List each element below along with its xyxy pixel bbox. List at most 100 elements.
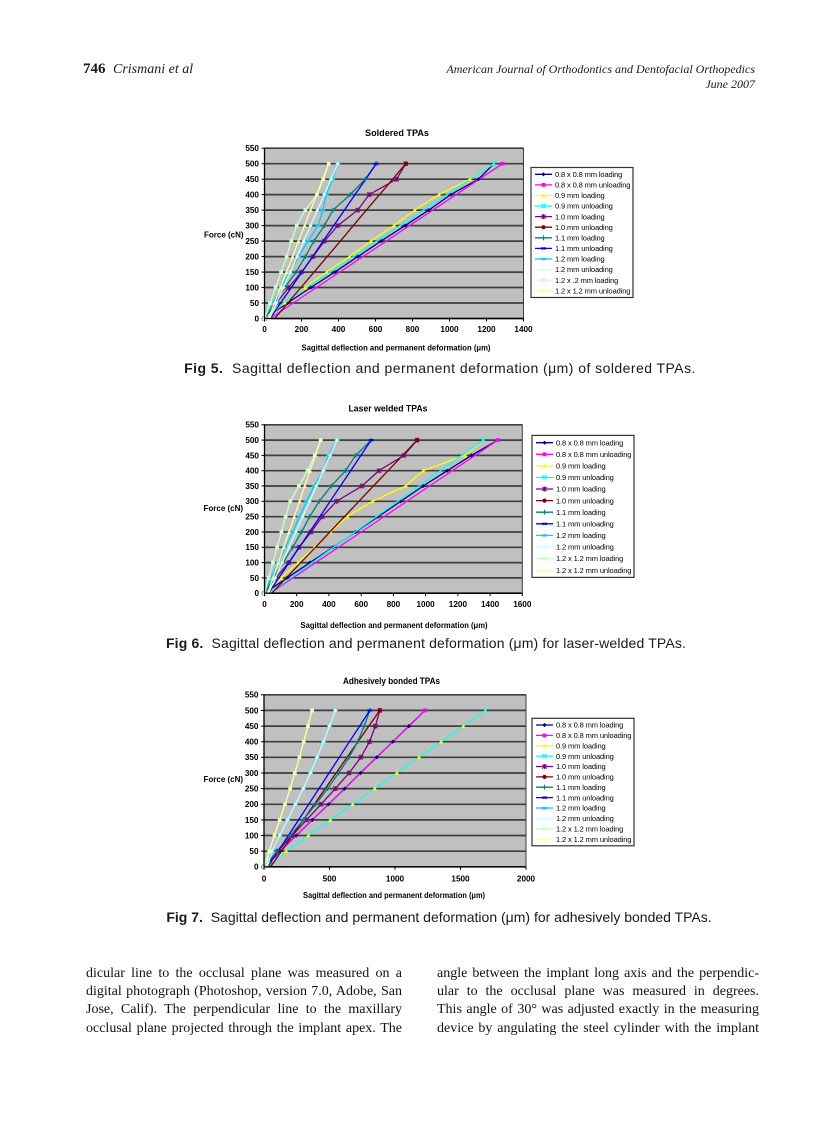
svg-text:1.1 mm loading: 1.1 mm loading	[555, 234, 605, 243]
svg-text:0: 0	[254, 589, 259, 598]
svg-text:1.0 mm unloading: 1.0 mm unloading	[555, 223, 613, 232]
svg-text:Soldered TPAs: Soldered TPAs	[365, 128, 429, 139]
svg-text:1.2 mm loading: 1.2 mm loading	[556, 804, 606, 813]
svg-text:350: 350	[245, 753, 259, 762]
svg-text:0.9 mm loading: 0.9 mm loading	[555, 191, 605, 200]
svg-text:150: 150	[245, 268, 259, 277]
svg-text:1000: 1000	[386, 875, 405, 884]
svg-text:1400: 1400	[514, 325, 533, 334]
svg-text:50: 50	[249, 847, 259, 856]
svg-text:350: 350	[245, 206, 259, 215]
svg-text:500: 500	[245, 436, 259, 445]
svg-text:50: 50	[250, 574, 260, 583]
svg-text:600: 600	[354, 600, 368, 609]
svg-text:Force (cN): Force (cN)	[204, 231, 244, 240]
svg-text:250: 250	[245, 785, 259, 794]
svg-text:100: 100	[245, 831, 259, 840]
svg-text:550: 550	[245, 144, 259, 153]
svg-text:1.1 mm unloading: 1.1 mm unloading	[556, 520, 614, 529]
svg-text:1.1 mm unloading: 1.1 mm unloading	[556, 793, 614, 802]
svg-text:150: 150	[245, 816, 259, 825]
svg-text:0.9 mm unloading: 0.9 mm unloading	[556, 473, 614, 482]
svg-text:300: 300	[245, 222, 259, 231]
svg-text:0.8 x 0.8 mm loading: 0.8 x 0.8 mm loading	[555, 170, 622, 179]
svg-text:1.0 mm loading: 1.0 mm loading	[555, 212, 605, 221]
svg-text:0: 0	[262, 875, 267, 884]
svg-text:300: 300	[245, 769, 259, 778]
svg-text:50: 50	[250, 299, 260, 308]
svg-text:1200: 1200	[449, 600, 468, 609]
svg-text:1600: 1600	[513, 600, 532, 609]
svg-text:1.0 mm loading: 1.0 mm loading	[556, 485, 606, 494]
svg-text:1.1 mm loading: 1.1 mm loading	[556, 508, 606, 517]
svg-text:1.0 mm unloading: 1.0 mm unloading	[556, 773, 614, 782]
svg-text:300: 300	[245, 497, 259, 506]
svg-text:1.2 mm unloading: 1.2 mm unloading	[555, 265, 613, 274]
svg-text:500: 500	[323, 875, 337, 884]
svg-text:800: 800	[387, 600, 401, 609]
svg-text:1.0 mm unloading: 1.0 mm unloading	[556, 496, 614, 505]
svg-text:1.2 x .2 mm loading: 1.2 x .2 mm loading	[555, 276, 618, 285]
svg-text:100: 100	[245, 283, 259, 292]
svg-text:200: 200	[245, 253, 259, 262]
svg-text:500: 500	[245, 706, 259, 715]
svg-text:0.9 mm loading: 0.9 mm loading	[556, 741, 606, 750]
svg-text:450: 450	[245, 175, 259, 184]
svg-text:0: 0	[254, 314, 259, 323]
svg-text:200: 200	[245, 528, 259, 537]
svg-text:250: 250	[245, 237, 259, 246]
svg-text:1.0 mm loading: 1.0 mm loading	[556, 762, 606, 771]
svg-text:0.8 x 0.8 mm unloading: 0.8 x 0.8 mm unloading	[556, 450, 631, 459]
svg-text:150: 150	[245, 543, 259, 552]
svg-text:1.2 x 1.2 mm unloading: 1.2 x 1.2 mm unloading	[555, 286, 630, 295]
svg-text:500: 500	[245, 160, 259, 169]
svg-text:350: 350	[245, 482, 259, 491]
svg-text:0: 0	[262, 325, 267, 334]
svg-text:1.2 mm unloading: 1.2 mm unloading	[556, 543, 614, 552]
svg-text:0.8 x 0.8 mm loading: 0.8 x 0.8 mm loading	[556, 721, 623, 730]
svg-text:0.8 x 0.8 mm unloading: 0.8 x 0.8 mm unloading	[555, 181, 630, 190]
svg-text:0.9 mm unloading: 0.9 mm unloading	[556, 752, 614, 761]
svg-text:1000: 1000	[440, 325, 459, 334]
svg-text:2000: 2000	[517, 875, 536, 884]
svg-text:1200: 1200	[477, 325, 496, 334]
svg-text:1400: 1400	[481, 600, 500, 609]
svg-text:0: 0	[254, 863, 259, 872]
svg-text:400: 400	[245, 738, 259, 747]
svg-text:400: 400	[245, 467, 259, 476]
svg-text:400: 400	[322, 600, 336, 609]
svg-text:1.2 x 1.2 mm loading: 1.2 x 1.2 mm loading	[556, 554, 623, 563]
svg-text:450: 450	[245, 722, 259, 731]
svg-text:1.2 x 1.2 mm unloading: 1.2 x 1.2 mm unloading	[556, 566, 631, 575]
svg-text:1.1 mm loading: 1.1 mm loading	[556, 783, 606, 792]
svg-text:1500: 1500	[451, 875, 470, 884]
svg-text:450: 450	[245, 451, 259, 460]
svg-text:1.2 x 1.2 mm unloading: 1.2 x 1.2 mm unloading	[556, 835, 631, 844]
svg-text:200: 200	[245, 800, 259, 809]
svg-text:Sagittal deflection and perman: Sagittal deflection and permanent deform…	[303, 891, 485, 900]
svg-text:400: 400	[332, 325, 346, 334]
svg-text:550: 550	[245, 421, 259, 430]
svg-text:1.1 mm unloading: 1.1 mm unloading	[555, 244, 613, 253]
svg-text:250: 250	[245, 513, 259, 522]
svg-text:1.2 x 1.2 mm loading: 1.2 x 1.2 mm loading	[556, 824, 623, 833]
svg-text:1.2 mm loading: 1.2 mm loading	[556, 531, 606, 540]
svg-text:1000: 1000	[416, 600, 435, 609]
svg-text:200: 200	[295, 325, 309, 334]
svg-text:Sagittal deflection and perman: Sagittal deflection and permanent deform…	[301, 621, 488, 630]
svg-text:0.8 x 0.8 mm loading: 0.8 x 0.8 mm loading	[556, 438, 623, 447]
svg-text:400: 400	[245, 191, 259, 200]
svg-text:200: 200	[290, 600, 304, 609]
svg-text:0: 0	[262, 600, 267, 609]
svg-text:Adhesively bonded TPAs: Adhesively bonded TPAs	[343, 676, 440, 687]
svg-text:1.2 mm unloading: 1.2 mm unloading	[556, 814, 614, 823]
svg-text:Force (cN): Force (cN)	[204, 775, 244, 784]
svg-text:0.9 mm loading: 0.9 mm loading	[556, 462, 606, 471]
svg-text:100: 100	[245, 559, 259, 568]
svg-text:1.2 mm loading: 1.2 mm loading	[555, 255, 605, 264]
svg-text:600: 600	[369, 325, 383, 334]
svg-text:0.8 x 0.8 mm unloading: 0.8 x 0.8 mm unloading	[556, 731, 631, 740]
svg-text:800: 800	[406, 325, 420, 334]
svg-text:Force (cN): Force (cN)	[204, 504, 244, 513]
svg-text:550: 550	[245, 691, 259, 700]
